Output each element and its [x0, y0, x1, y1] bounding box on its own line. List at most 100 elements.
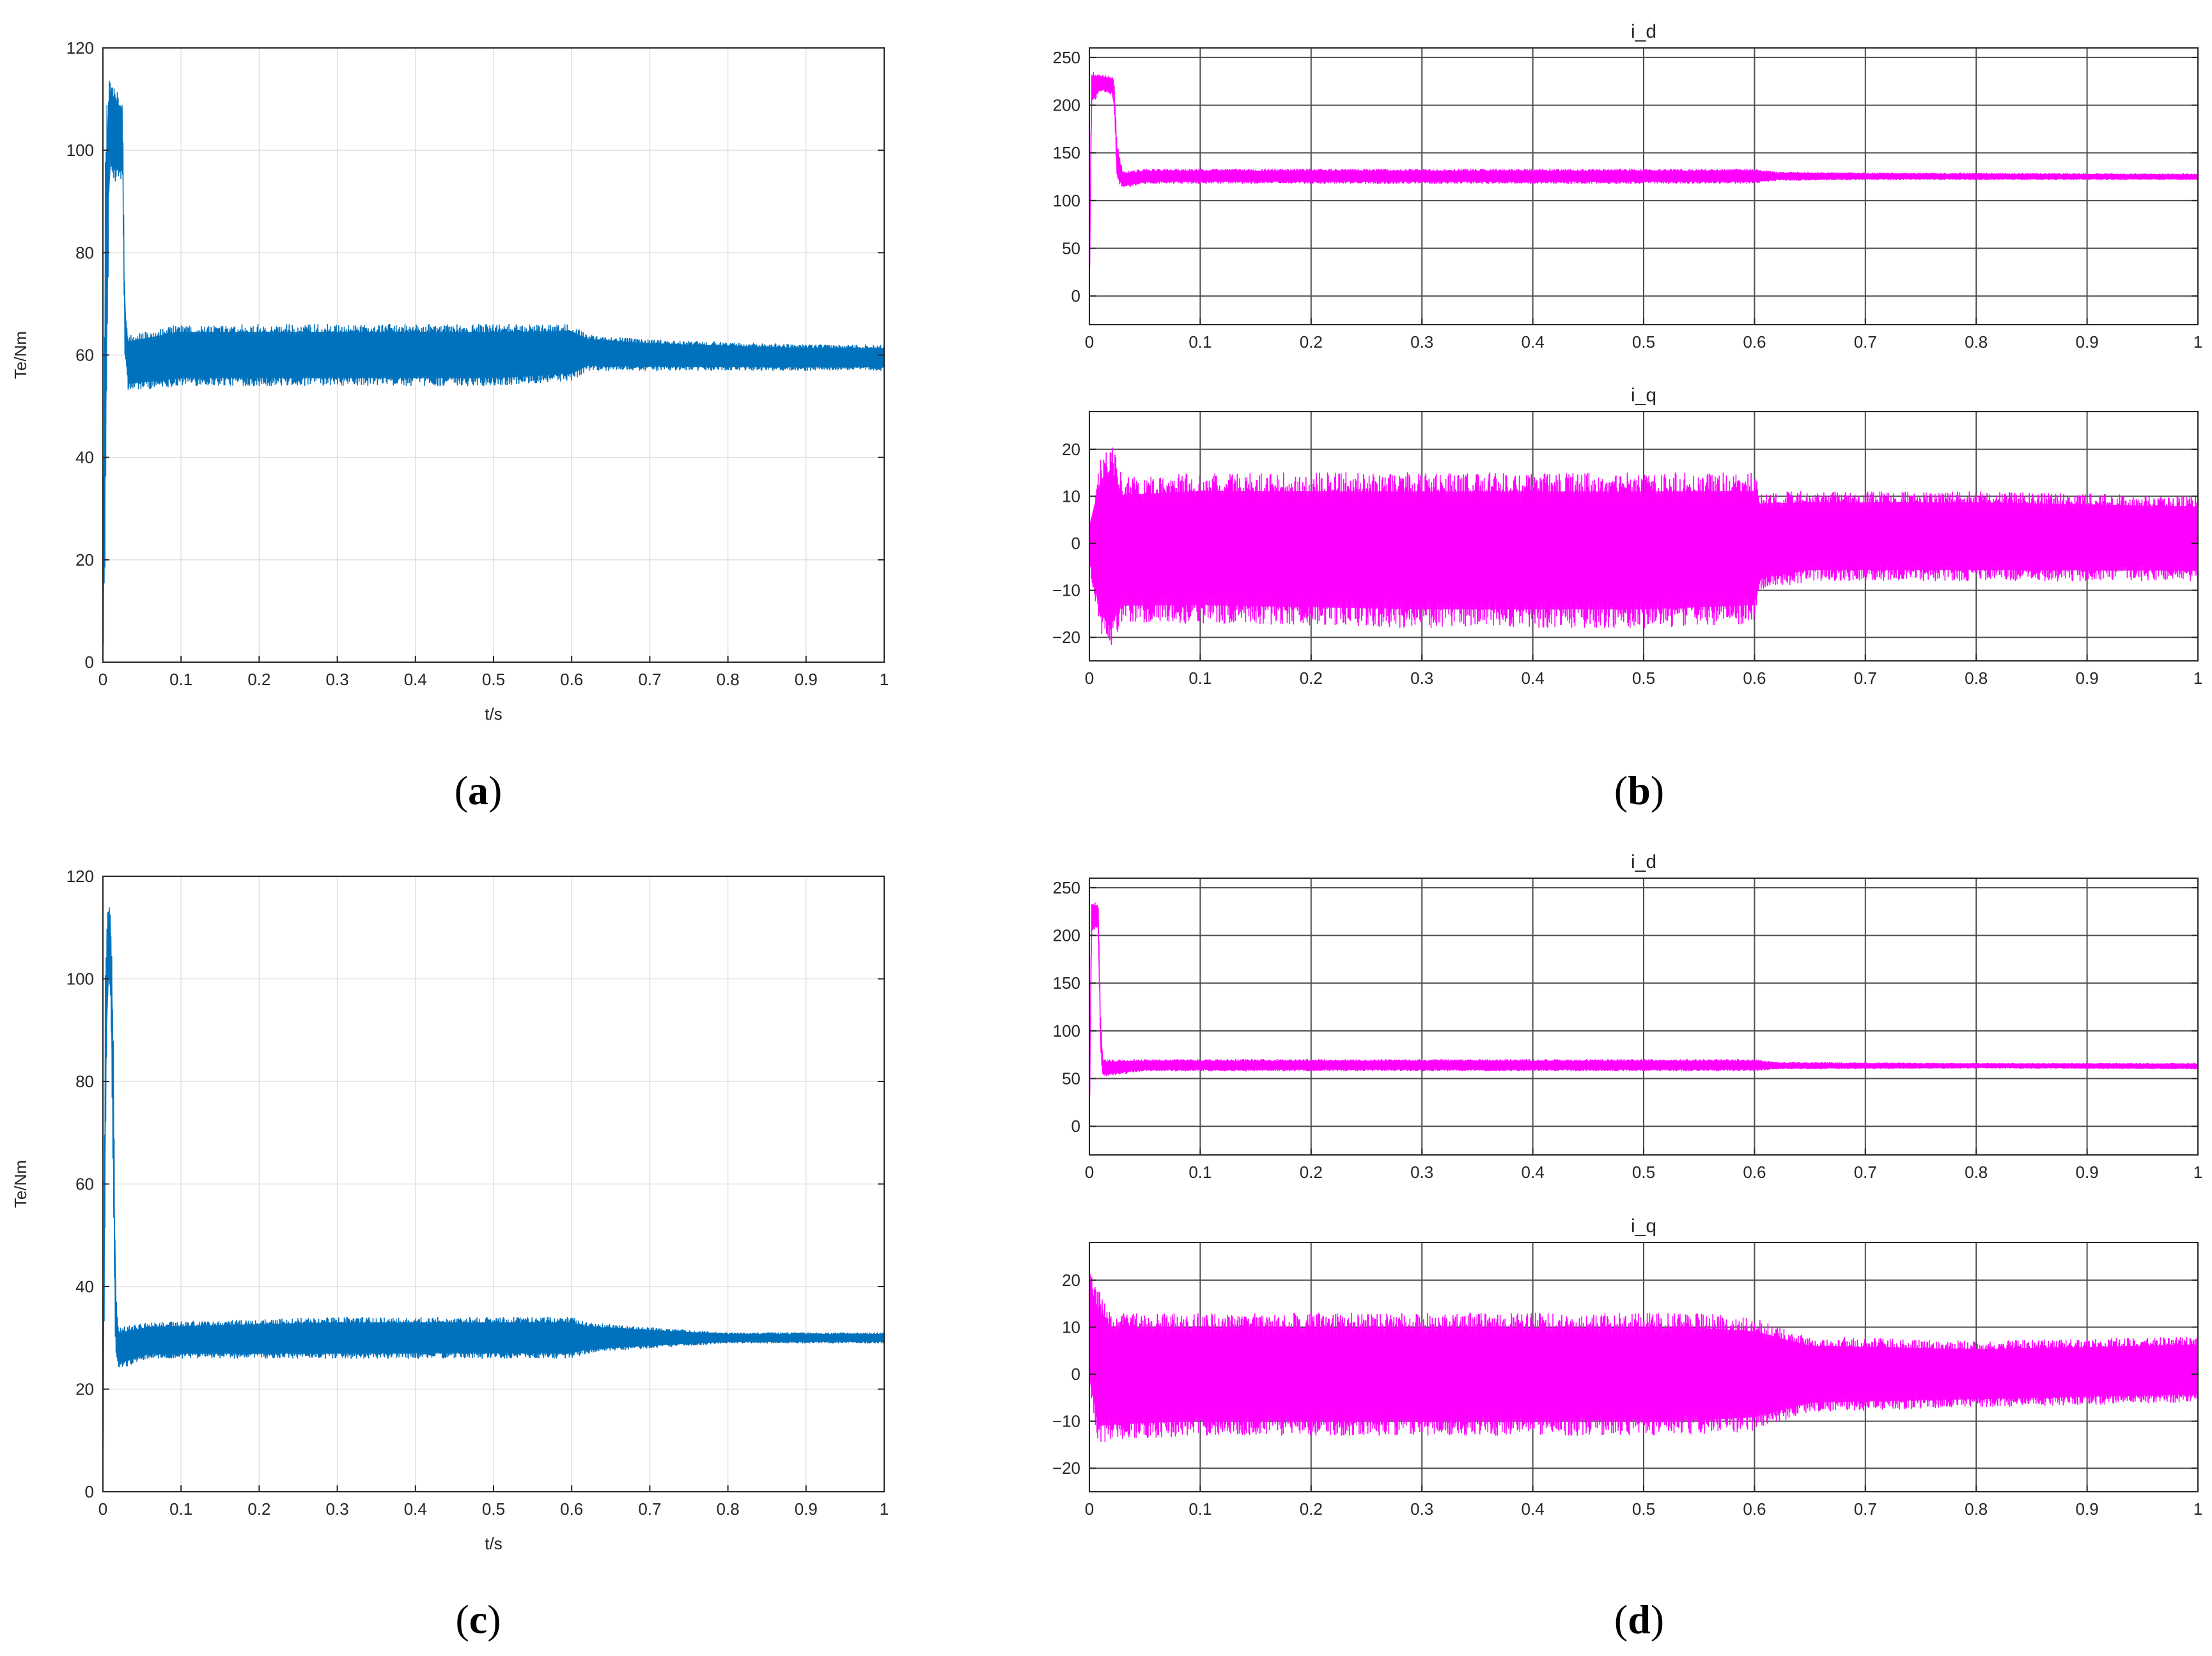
x-tick-label: 0.4 [1522, 1499, 1545, 1519]
x-tick-label: 0.4 [404, 1499, 427, 1519]
x-tick-label: 0.4 [404, 670, 427, 689]
y-tick-label: 250 [1053, 48, 1080, 67]
chart-title: i_q [1631, 1216, 1656, 1237]
y-tick-label: 40 [75, 1277, 94, 1296]
y-tick-label: 250 [1053, 878, 1080, 897]
y-tick-label: 100 [66, 970, 94, 989]
y-axis-label: Te/Nm [11, 1160, 30, 1208]
x-tick-label: 0.2 [1300, 669, 1323, 688]
x-tick-label: 0 [1085, 669, 1094, 688]
x-tick-label: 1 [880, 670, 889, 689]
y-tick-label: 60 [75, 346, 94, 365]
y-tick-label: 120 [66, 38, 94, 58]
y-tick-label: 10 [1062, 1317, 1080, 1336]
x-tick-label: 0.7 [1854, 332, 1877, 352]
y-tick-label: 0 [1071, 534, 1080, 553]
x-axis-label: t/s [485, 704, 502, 724]
x-tick-label: 0.7 [638, 1499, 661, 1519]
series-band [103, 915, 884, 1489]
x-tick-label: 1 [880, 1499, 889, 1519]
x-tick-label: 0.3 [1410, 1163, 1433, 1182]
series-band [1089, 1285, 2198, 1426]
x-tick-label: 0.5 [482, 670, 505, 689]
x-tick-label: 0.3 [1410, 332, 1433, 352]
y-tick-label: 200 [1053, 96, 1080, 115]
x-tick-label: 0.7 [638, 670, 661, 689]
x-axis-label: t/s [485, 1534, 502, 1553]
x-tick-label: 0.6 [1743, 1163, 1766, 1182]
y-tick-label: 20 [1062, 440, 1080, 459]
y-tick-label: 120 [66, 867, 94, 886]
chart-b-top: 0 0.1 0.2 0.3 0.4 0.5 0.6 0.7 0.8 0.9 1 0 50 100 150 20… [1053, 21, 2203, 352]
x-tick-label: 0.1 [169, 1499, 192, 1519]
x-tick-label: 0.9 [2076, 1163, 2099, 1182]
x-tick-label: 0.4 [1522, 669, 1545, 688]
y-tick-label: 100 [1053, 1021, 1080, 1041]
y-tick-label: −10 [1052, 581, 1080, 600]
x-tick-label: 0.6 [1743, 1499, 1766, 1519]
chart-title: i_d [1631, 21, 1656, 42]
y-tick-label: 60 [75, 1175, 94, 1194]
y-tick-label: −10 [1052, 1412, 1080, 1431]
x-tick-label: 1 [2193, 1163, 2202, 1182]
x-tick-label: 0.9 [2076, 1499, 2099, 1519]
panel-caption-letter: c [469, 1597, 487, 1642]
x-tick-label: 0.5 [1632, 1163, 1655, 1182]
x-tick-label: 0.7 [1854, 1499, 1877, 1519]
x-tick-label: 0.5 [1632, 332, 1655, 352]
x-tick-label: 0.9 [2076, 669, 2099, 688]
x-tick-label: 0.2 [1300, 1499, 1323, 1519]
chart-c: 0 0.1 0.2 0.3 0.4 0.5 0.6 0.7 0.8 0.9 1 0 20 40 60 80 10… [11, 867, 889, 1553]
panel-caption-letter: d [1628, 1597, 1651, 1642]
y-tick-label: 80 [75, 1072, 94, 1091]
x-tick-label: 0.1 [169, 670, 192, 689]
x-tick-label: 1 [2193, 669, 2202, 688]
x-tick-label: 0 [1085, 1163, 1094, 1182]
y-axis-label: Te/Nm [11, 331, 30, 379]
panel-caption-c: (c) [455, 1597, 501, 1642]
x-tick-label: 0.5 [1632, 669, 1655, 688]
x-tick-label: 0.2 [247, 670, 270, 689]
x-tick-label: 0.9 [795, 1499, 818, 1519]
x-tick-label: 0.4 [1522, 332, 1545, 352]
y-tick-label: 0 [1071, 1117, 1080, 1136]
y-tick-label: 50 [1062, 1069, 1080, 1088]
x-tick-label: 0.8 [1965, 332, 1988, 352]
x-tick-label: 0.1 [1188, 332, 1211, 352]
y-tick-label: 0 [85, 1482, 94, 1501]
y-tick-label: −20 [1052, 628, 1080, 647]
x-tick-label: 0.6 [560, 1499, 583, 1519]
y-tick-label: 100 [1053, 191, 1080, 210]
x-tick-label: 0.4 [1522, 1163, 1545, 1182]
x-tick-label: 0.9 [2076, 332, 2099, 352]
x-tick-label: 0.8 [1965, 669, 1988, 688]
y-tick-label: −20 [1052, 1459, 1080, 1478]
y-tick-label: 0 [1071, 1365, 1080, 1384]
panel-caption-letter: b [1628, 768, 1651, 813]
x-tick-label: 0 [1085, 1499, 1094, 1519]
y-tick-label: 150 [1053, 973, 1080, 993]
x-tick-label: 0.3 [1410, 669, 1433, 688]
panel-caption-letter: a [468, 768, 488, 813]
y-tick-label: 0 [1071, 286, 1080, 306]
y-tick-label: 0 [85, 653, 94, 672]
chart-title: i_q [1631, 385, 1656, 406]
x-tick-label: 0.8 [717, 1499, 740, 1519]
x-tick-label: 0.9 [795, 670, 818, 689]
x-tick-label: 0.2 [1300, 332, 1323, 352]
y-tick-label: 20 [75, 1380, 94, 1399]
x-tick-label: 0.6 [560, 670, 583, 689]
series-band [1089, 904, 2198, 1124]
x-tick-label: 0 [98, 670, 107, 689]
chart-b-bottom: 0 0.1 0.2 0.3 0.4 0.5 0.6 0.7 0.8 0.9 1 −20 −10 0 10 20… [1052, 385, 2202, 688]
x-tick-label: 0.6 [1743, 669, 1766, 688]
chart-d-bottom: 0 0.1 0.2 0.3 0.4 0.5 0.6 0.7 0.8 0.9 1 −20 −10 0 10 20… [1052, 1216, 2202, 1519]
x-tick-label: 0.6 [1743, 332, 1766, 352]
y-tick-label: 200 [1053, 926, 1080, 945]
x-tick-label: 0.7 [1854, 669, 1877, 688]
x-tick-label: 0.5 [482, 1499, 505, 1519]
y-tick-label: 50 [1062, 239, 1080, 258]
x-tick-label: 0.3 [1410, 1499, 1433, 1519]
panel-caption-b: (b) [1614, 768, 1664, 813]
